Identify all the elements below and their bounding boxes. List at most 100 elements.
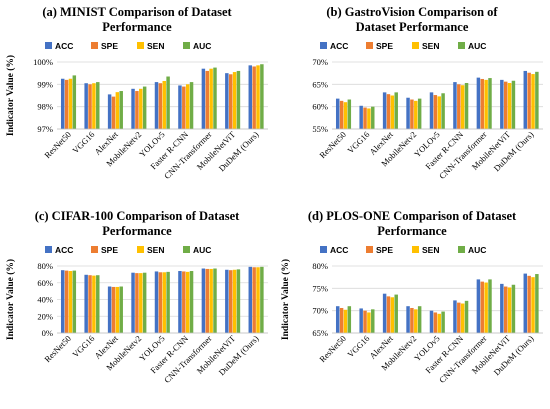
legend-swatch	[137, 42, 144, 49]
bar-sen	[92, 83, 96, 129]
bar-spe	[111, 96, 116, 129]
legend-label: SPE	[376, 41, 393, 51]
bar-acc	[107, 94, 112, 129]
bar-spe	[182, 86, 186, 129]
bar-auc	[96, 82, 100, 129]
bar-auc	[441, 93, 445, 129]
bar-auc	[371, 106, 375, 129]
y-tick-label: 55%	[312, 124, 328, 134]
legend-item-auc: AUC	[183, 41, 211, 51]
legend-label: ACC	[330, 41, 348, 51]
chart-title-line: Performance	[102, 224, 172, 238]
chart-title-line: (a) MINIST Comparison of Dataset	[42, 5, 232, 19]
bar-acc	[500, 283, 504, 333]
legend-swatch	[366, 42, 373, 49]
bar-spe	[433, 95, 438, 129]
bar-acc	[429, 310, 434, 333]
x-tick-label: VGG16	[70, 129, 96, 155]
legend-item-spe: SPE	[366, 245, 393, 255]
y-tick-label: 60%	[312, 102, 328, 112]
bar-auc	[189, 271, 194, 333]
legend-swatch	[412, 42, 419, 49]
bar-acc	[523, 273, 528, 333]
bar-sen	[162, 80, 166, 129]
bar-acc	[248, 266, 253, 333]
y-tick-label: 80%	[312, 261, 328, 271]
bar-auc	[96, 275, 100, 333]
bar-auc	[347, 306, 352, 333]
legend-swatch	[320, 246, 327, 253]
bar-spe	[480, 78, 484, 129]
chart-title-line: Performance	[377, 224, 447, 238]
bar-acc	[131, 88, 135, 129]
bar-auc	[511, 284, 516, 333]
y-axis-label: Indicator Value (%)	[5, 259, 16, 340]
bar-acc	[359, 308, 363, 333]
bar-acc	[84, 274, 88, 333]
bar-spe	[363, 310, 367, 333]
y-tick-label: 65%	[312, 328, 328, 338]
bar-sen	[437, 96, 441, 129]
legend-swatch	[45, 246, 52, 253]
legend-item-acc: ACC	[45, 245, 73, 255]
bar-acc	[382, 293, 387, 333]
bar-sen	[256, 267, 260, 333]
bar-spe	[410, 99, 414, 129]
legend-item-auc: AUC	[458, 41, 486, 51]
bar-sen	[209, 68, 213, 129]
bar-sen	[185, 84, 190, 129]
bar-acc	[131, 272, 135, 333]
x-tick-label: VGG16	[70, 333, 96, 359]
legend-label: AUC	[193, 41, 211, 51]
bar-auc	[464, 82, 469, 129]
bar-auc	[417, 98, 422, 129]
legend-label: ACC	[55, 245, 73, 255]
legend-item-sen: SEN	[412, 41, 439, 51]
bar-acc	[429, 92, 434, 129]
legend-label: SPE	[101, 41, 118, 51]
bar-sen	[343, 309, 348, 333]
y-tick-label: 70%	[312, 57, 328, 67]
legend-swatch	[137, 246, 144, 253]
chart-title-line: Performance	[102, 20, 172, 34]
bar-sen	[414, 309, 418, 333]
bar-sen	[256, 65, 260, 129]
bar-auc	[464, 300, 469, 333]
bar-spe	[386, 296, 391, 333]
legend-item-spe: SPE	[366, 41, 393, 51]
legend-item-spe: SPE	[91, 245, 118, 255]
chart-panel-b: (b) GastroVision Comparison of Dataset Pe…	[275, 0, 550, 204]
bar-auc	[213, 67, 217, 129]
legend-label: SEN	[147, 245, 164, 255]
bar-spe	[339, 100, 344, 129]
bar-spe	[503, 286, 508, 333]
bar-sen	[367, 312, 371, 333]
bar-acc	[359, 105, 363, 129]
bar-sen	[232, 269, 237, 333]
legend-label: SEN	[147, 41, 164, 51]
bar-spe	[182, 271, 186, 333]
chart-title-line: (c) CIFAR-100 Comparison of Dataset	[35, 209, 240, 223]
legend-swatch	[183, 246, 190, 253]
bar-auc	[371, 309, 375, 333]
bar-spe	[64, 270, 69, 333]
x-tick-label: VGG16	[345, 129, 371, 155]
legend-swatch	[458, 246, 465, 253]
bar-spe	[457, 84, 461, 129]
bar-acc	[201, 268, 206, 333]
legend-item-sen: SEN	[137, 41, 164, 51]
bar-sen	[343, 102, 348, 129]
bar-acc	[406, 306, 410, 333]
bar-acc	[406, 97, 410, 129]
bar-sen	[507, 287, 512, 333]
bar-auc	[535, 71, 539, 129]
bar-sen	[437, 313, 441, 333]
chart-title-line: (d) PLOS-ONE Comparison of Dataset	[308, 209, 517, 223]
chart-panel-c: (c) CIFAR-100 Comparison of Dataset Perfo…	[0, 204, 275, 408]
bar-auc	[213, 268, 217, 333]
bar-spe	[252, 267, 256, 333]
bar-auc	[347, 99, 352, 129]
bar-auc	[260, 266, 264, 333]
bar-sen	[367, 108, 371, 129]
legend-item-auc: AUC	[183, 245, 211, 255]
